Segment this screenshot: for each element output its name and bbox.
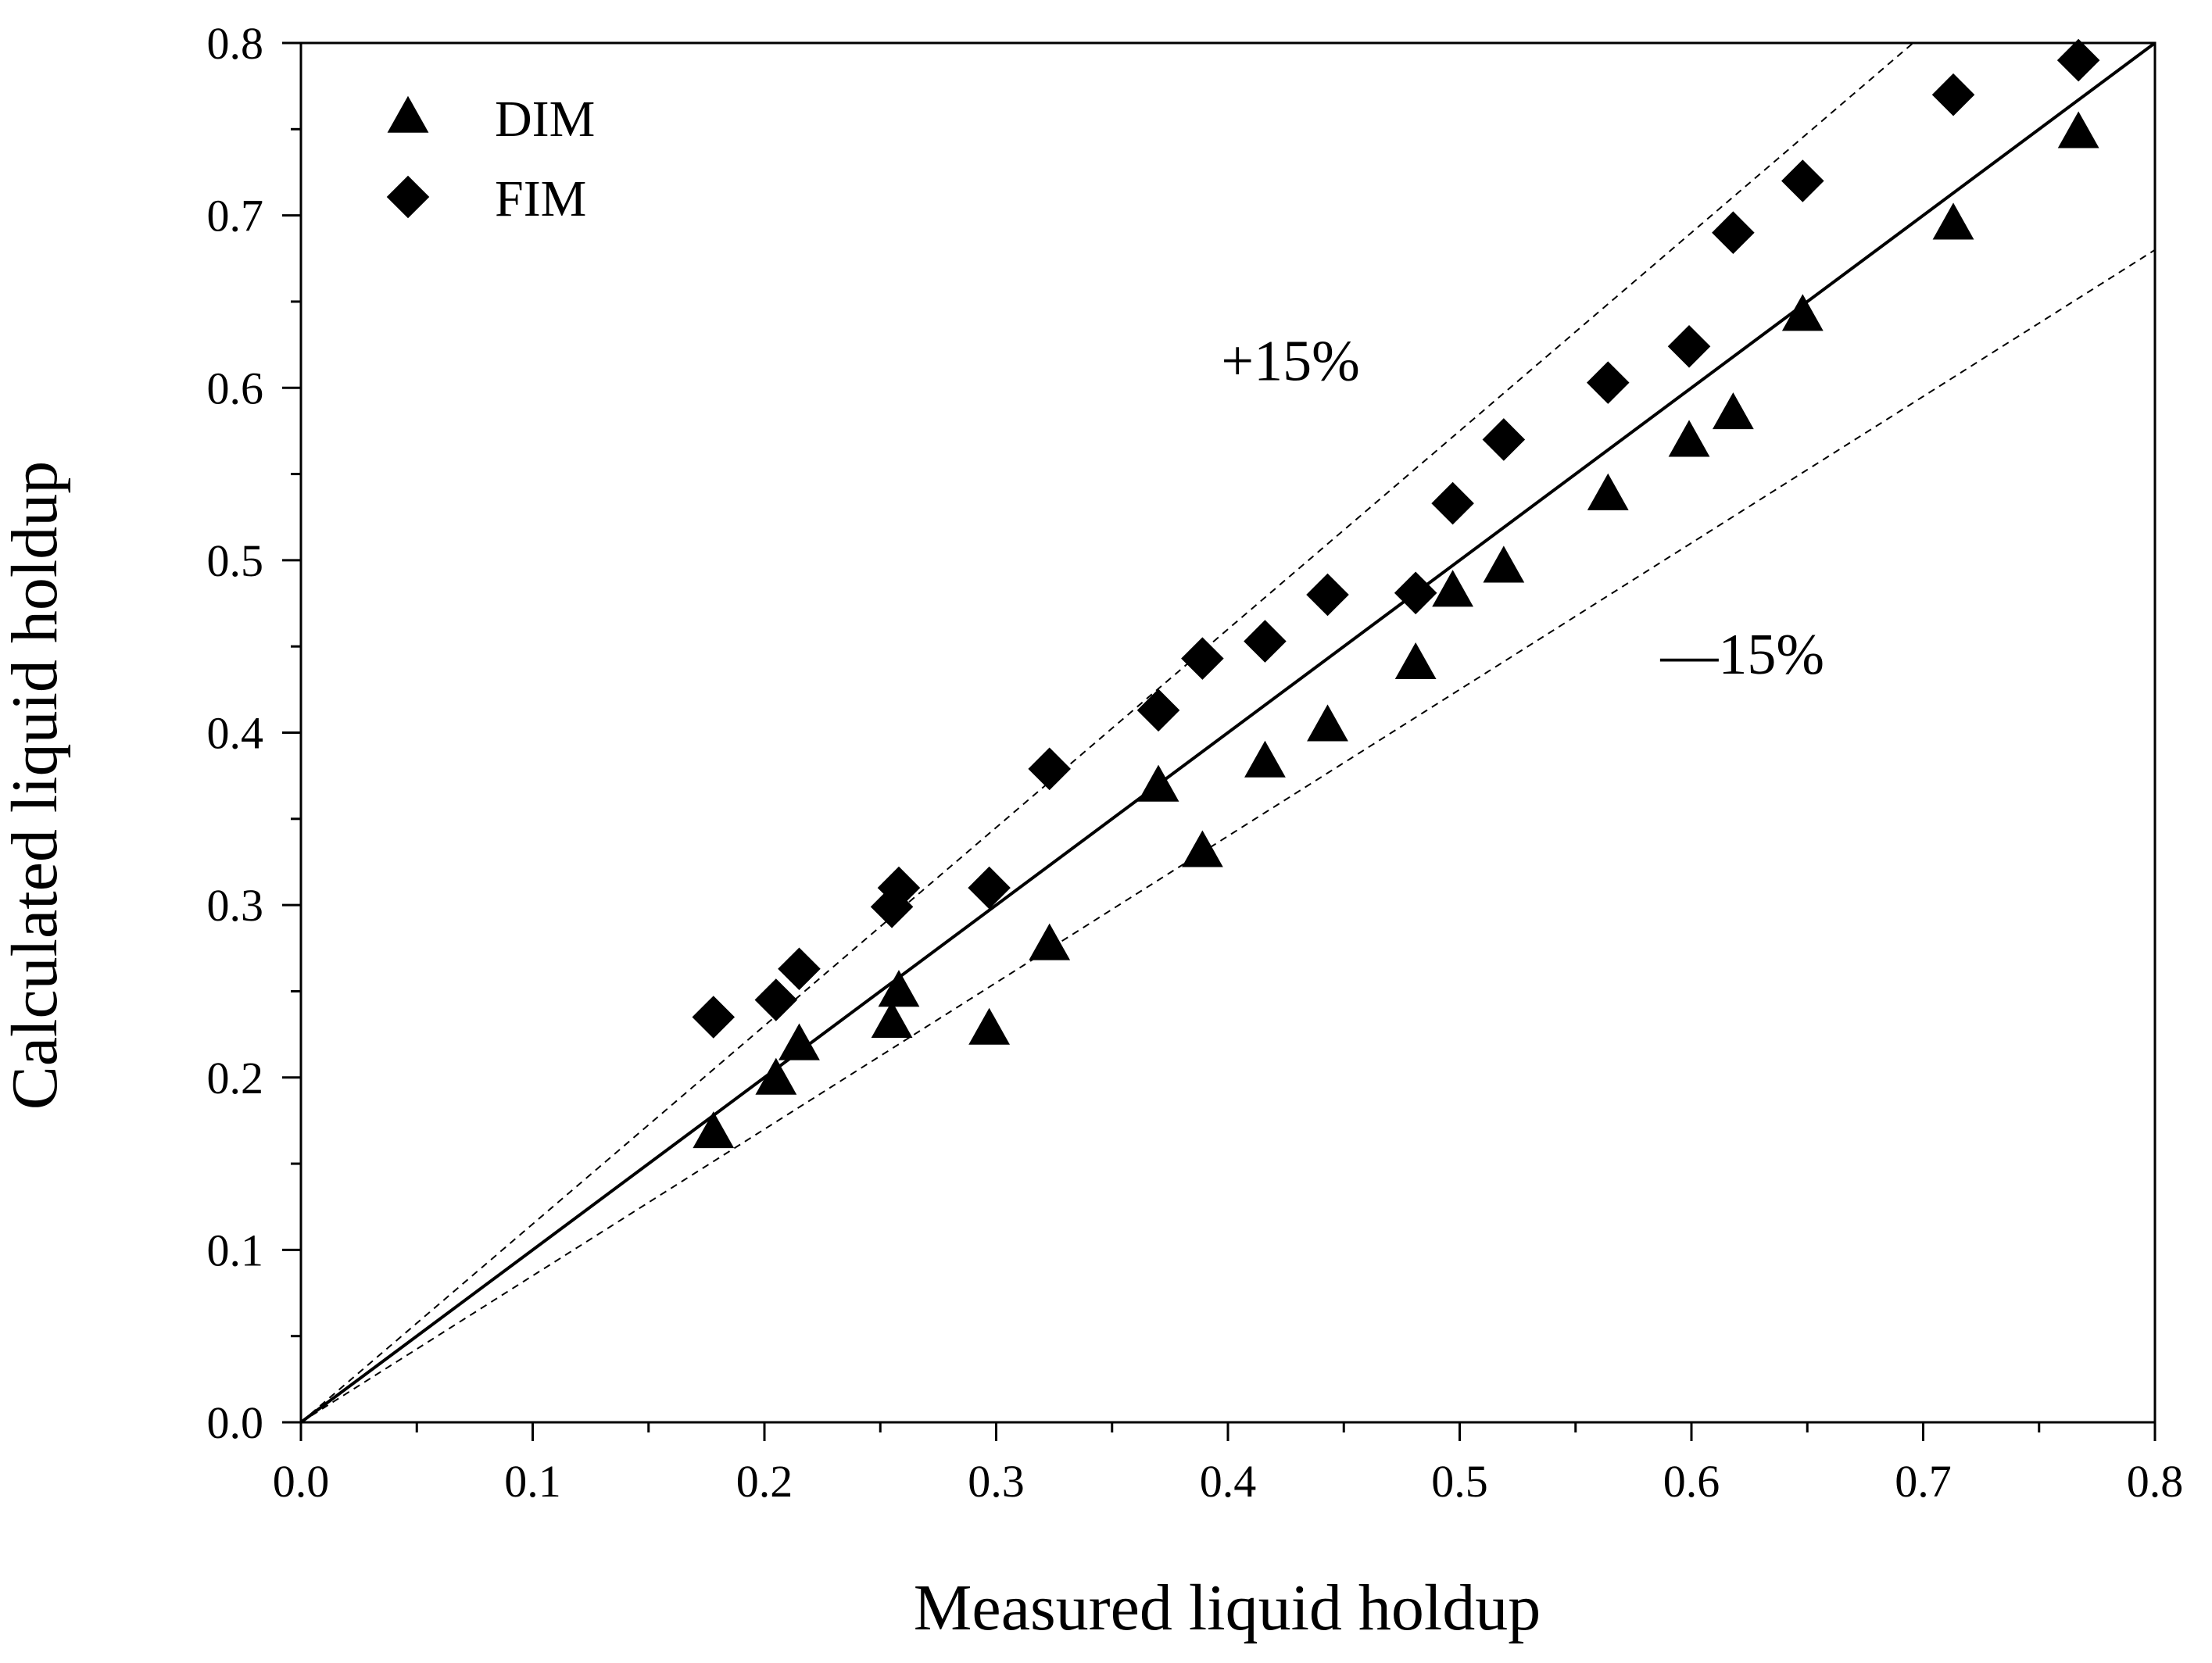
legend-dim-label: DIM bbox=[495, 91, 595, 148]
fim-point-1 bbox=[692, 996, 736, 1039]
x-tick-label: 0.1 bbox=[504, 1456, 561, 1507]
dim-point-10 bbox=[1244, 740, 1286, 778]
x-tick-label: 0.3 bbox=[968, 1456, 1025, 1507]
fim-point-15 bbox=[1586, 361, 1630, 404]
y-tick-label: 0.0 bbox=[207, 1397, 264, 1448]
y-tick-label: 0.5 bbox=[207, 535, 264, 586]
fim-point-13 bbox=[1431, 481, 1474, 525]
dim-point-12 bbox=[1394, 642, 1437, 680]
reference-line-parity bbox=[301, 43, 2155, 1422]
y-axis: 0.0 0.1 0.2 0.3 0.4 0.5 0.6 0.7 0.8 bbox=[207, 18, 301, 1448]
x-tick-label: 0.4 bbox=[1200, 1456, 1257, 1507]
data-points bbox=[692, 38, 2100, 1149]
fim-point-2 bbox=[754, 978, 798, 1021]
fim-point-12 bbox=[1394, 571, 1437, 615]
reference-line-minus15 bbox=[301, 249, 2155, 1422]
reference-lines bbox=[301, 43, 2155, 1422]
dim-point-16 bbox=[1668, 420, 1710, 457]
dim-point-13 bbox=[1432, 570, 1474, 607]
y-tick-label: 0.8 bbox=[207, 18, 264, 69]
x-tick-label: 0.0 bbox=[273, 1456, 330, 1507]
dim-point-9 bbox=[1181, 830, 1223, 867]
fim-point-6 bbox=[968, 866, 1011, 910]
dim-point-3 bbox=[778, 1023, 820, 1060]
annotation-plus15: +15% bbox=[1221, 330, 1359, 394]
y-tick-label: 0.4 bbox=[207, 708, 264, 759]
dim-point-18 bbox=[1781, 294, 1824, 331]
x-tick-label: 0.6 bbox=[1663, 1456, 1720, 1507]
dim-point-1 bbox=[693, 1111, 735, 1149]
legend-fim-marker bbox=[386, 175, 430, 219]
y-tick-label: 0.3 bbox=[207, 880, 264, 931]
dim-point-20 bbox=[2057, 111, 2099, 148]
dim-point-17 bbox=[1712, 392, 1754, 430]
dim-point-15 bbox=[1587, 473, 1629, 510]
y-tick-label: 0.6 bbox=[207, 363, 264, 413]
dim-point-11 bbox=[1307, 704, 1348, 742]
dim-point-5 bbox=[878, 970, 920, 1007]
legend: DIM FIM bbox=[386, 91, 595, 227]
y-tick-label: 0.7 bbox=[207, 191, 264, 241]
reference-line-plus15 bbox=[301, 43, 1915, 1422]
fim-point-17 bbox=[1712, 211, 1755, 254]
dim-point-6 bbox=[968, 1007, 1011, 1045]
fim-point-7 bbox=[1028, 747, 1071, 791]
y-axis-label: Calculated liquid holdup bbox=[0, 461, 71, 1110]
fim-point-16 bbox=[1667, 325, 1711, 368]
dim-point-7 bbox=[1029, 923, 1071, 960]
x-tick-label: 0.5 bbox=[1431, 1456, 1488, 1507]
fim-point-8 bbox=[1136, 688, 1180, 732]
legend-fim-label: FIM bbox=[495, 170, 586, 227]
legend-dim-marker bbox=[387, 95, 429, 133]
fim-point-9 bbox=[1181, 637, 1224, 680]
annotations: +15% —15% bbox=[1221, 330, 1824, 687]
x-axis: 0.0 0.1 0.2 0.3 0.4 0.5 0.6 0.7 0.8 bbox=[273, 1422, 2184, 1507]
dim-point-19 bbox=[1932, 202, 1974, 240]
fim-point-20 bbox=[2056, 38, 2100, 82]
x-tick-label: 0.7 bbox=[1895, 1456, 1952, 1507]
fim-point-11 bbox=[1306, 573, 1349, 617]
x-tick-label: 0.8 bbox=[2127, 1456, 2184, 1507]
annotation-minus15: —15% bbox=[1659, 623, 1824, 687]
dim-point-8 bbox=[1137, 764, 1179, 802]
dim-point-14 bbox=[1483, 545, 1525, 583]
fim-point-10 bbox=[1244, 620, 1287, 663]
y-tick-label: 0.2 bbox=[207, 1053, 264, 1103]
fim-point-19 bbox=[1931, 73, 1975, 116]
x-tick-label: 0.2 bbox=[736, 1456, 793, 1507]
fim-point-5 bbox=[877, 866, 921, 910]
dim-point-2 bbox=[755, 1057, 797, 1095]
fim-point-3 bbox=[778, 947, 821, 991]
x-axis-label: Measured liquid holdup bbox=[914, 1572, 1541, 1644]
y-tick-label: 0.1 bbox=[207, 1225, 264, 1275]
fim-point-14 bbox=[1482, 418, 1526, 461]
dim-point-4 bbox=[871, 1000, 913, 1038]
fim-point-18 bbox=[1781, 159, 1824, 202]
